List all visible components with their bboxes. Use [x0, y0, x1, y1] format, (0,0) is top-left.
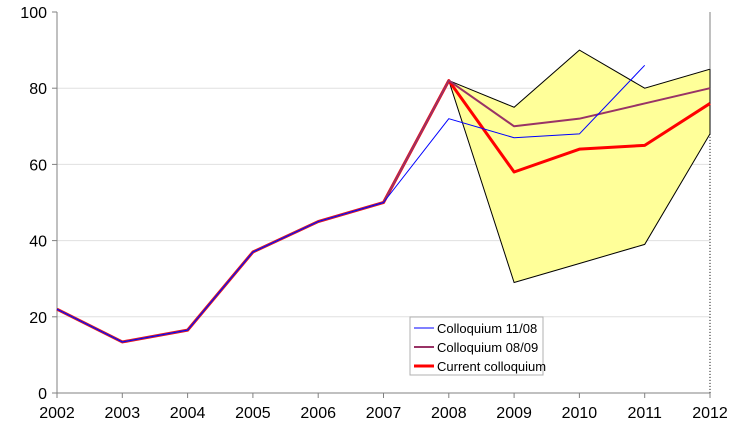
legend-label: Colloquium 11/08	[437, 321, 537, 336]
x-tick-label: 2002	[39, 405, 75, 422]
range-band	[447, 49, 711, 284]
y-tick-label: 80	[29, 81, 47, 98]
x-tick-label: 2003	[105, 405, 141, 422]
x-tick-label: 2007	[366, 405, 402, 422]
y-tick-label: 60	[29, 157, 47, 174]
x-tick-label: 2009	[496, 405, 532, 422]
legend-label: Current colloquium	[437, 359, 546, 374]
x-tick-label: 2006	[300, 405, 336, 422]
y-tick-label: 100	[20, 5, 47, 22]
y-tick-label: 40	[29, 234, 47, 251]
series-line-colloquium-11-08	[56, 64, 646, 343]
x-tick-label: 2005	[235, 405, 271, 422]
x-tick-label: 2011	[627, 405, 662, 422]
y-tick-label: 20	[29, 310, 47, 327]
x-tick-label: 2004	[170, 405, 206, 422]
legend: Colloquium 11/08 Colloquium 08/09 Current …	[409, 316, 546, 376]
y-tick-label: 0	[38, 386, 47, 403]
legend-label: Colloquium 08/09	[437, 340, 538, 355]
x-tick-label: 2008	[431, 405, 467, 422]
x-tick-label: 2012	[692, 405, 728, 422]
x-tick-label: 2010	[562, 405, 598, 422]
